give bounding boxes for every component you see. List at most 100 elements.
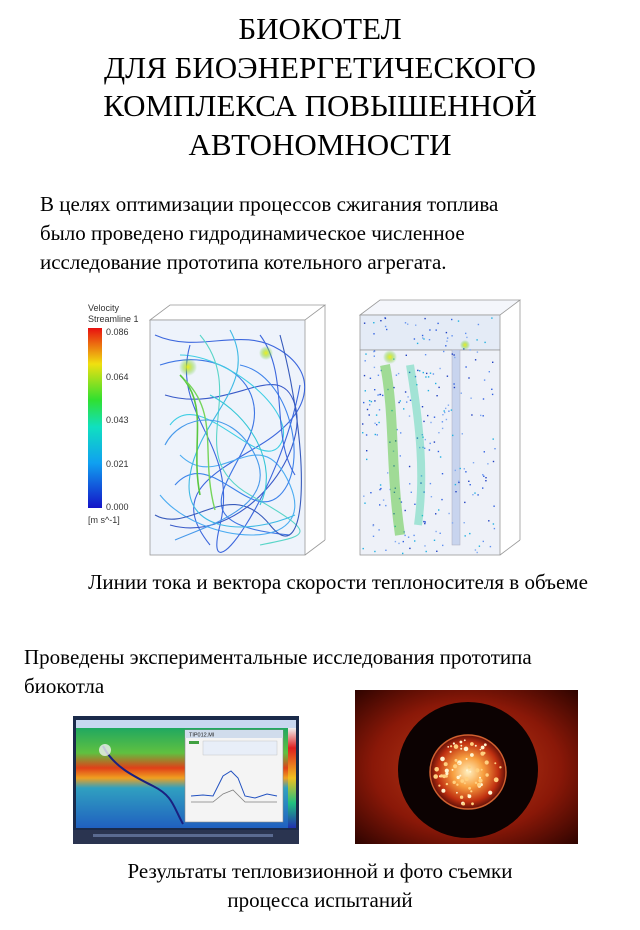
ember xyxy=(440,756,445,762)
vector-mark xyxy=(493,505,495,507)
vector-mark xyxy=(472,494,474,496)
vector-mark xyxy=(424,522,426,525)
vector-mark xyxy=(461,433,463,435)
ember xyxy=(466,769,469,772)
vector-mark xyxy=(365,434,368,436)
intro-paragraph: В целях оптимизации процессов сжигания т… xyxy=(40,190,610,277)
vector-mark xyxy=(379,393,382,396)
vector-mark xyxy=(374,433,376,436)
vector-mark xyxy=(363,322,366,324)
ember xyxy=(459,795,464,799)
vector-mark xyxy=(389,441,391,443)
vector-mark xyxy=(372,524,374,527)
vector-mark xyxy=(398,401,400,404)
ember xyxy=(445,782,449,786)
vector-mark xyxy=(428,449,431,451)
vector-mark xyxy=(415,324,417,326)
velocity-legend: Velocity Streamline 1 0.086 0.064 0.043 … xyxy=(88,303,139,525)
vector-mark xyxy=(472,462,475,464)
vector-mark xyxy=(424,447,426,449)
vector-mark xyxy=(402,540,404,543)
vector-mark xyxy=(395,440,397,442)
ember xyxy=(478,778,483,783)
vector-mark xyxy=(438,386,440,389)
intro-line: В целях оптимизации процессов сжигания т… xyxy=(40,192,499,216)
experiment-caption-line: Результаты тепловизионной и фото съемки xyxy=(127,859,513,883)
vector-mark xyxy=(416,342,419,345)
ember xyxy=(477,782,481,787)
vector-mark xyxy=(442,544,444,547)
legend-color-bar xyxy=(88,328,102,508)
ember xyxy=(443,762,448,767)
vector-mark xyxy=(446,340,448,342)
vector-mark xyxy=(469,484,471,486)
vector-mark xyxy=(375,414,378,416)
vector-mark xyxy=(437,322,439,325)
vector-mark xyxy=(399,400,401,402)
vector-mark xyxy=(429,372,432,374)
vector-mark xyxy=(465,332,467,335)
vector-mark xyxy=(421,514,424,517)
vector-mark xyxy=(435,513,437,515)
vector-mark xyxy=(439,367,441,370)
vector-mark xyxy=(362,432,364,434)
title-line: ДЛЯ БИОЭНЕРГЕТИЧЕСКОГО xyxy=(104,49,536,85)
vector-mark xyxy=(362,547,364,550)
vector-mark xyxy=(425,550,427,553)
vector-mark xyxy=(413,534,415,537)
vector-mark xyxy=(395,374,398,376)
ember xyxy=(450,745,453,748)
vector-mark xyxy=(494,448,496,450)
vector-mark xyxy=(476,339,478,341)
vector-mark xyxy=(492,523,495,525)
furnace-photo xyxy=(355,690,578,844)
vector-mark xyxy=(423,420,425,423)
vector-mark xyxy=(380,320,382,322)
legend-value: 0.043 xyxy=(106,415,129,425)
vector-mark xyxy=(404,534,406,537)
vector-mark xyxy=(458,480,460,483)
vector-mark xyxy=(366,408,369,411)
vector-mark xyxy=(384,325,387,328)
vector-mark xyxy=(491,317,493,319)
vector-mark xyxy=(452,434,454,437)
vector-mark xyxy=(489,545,492,548)
vector-mark xyxy=(445,418,448,421)
vector-mark xyxy=(377,374,380,376)
vector-mark xyxy=(482,415,484,417)
vector-mark xyxy=(378,421,380,424)
vector-mark xyxy=(436,395,438,397)
ember xyxy=(470,790,473,793)
vector-mark xyxy=(373,355,375,357)
streamline-boiler-image xyxy=(148,304,327,556)
ember xyxy=(459,740,463,744)
ember xyxy=(444,768,449,773)
vector-mark xyxy=(436,550,438,552)
vector-mark xyxy=(363,495,365,497)
ember xyxy=(454,758,458,762)
vector-mark xyxy=(437,450,440,453)
ember xyxy=(459,774,462,777)
vector-mark xyxy=(378,529,380,531)
vector-mark xyxy=(385,549,387,551)
intro-line: было проведено гидродинамическое численн… xyxy=(40,221,465,245)
ember xyxy=(499,766,502,769)
vector-mark xyxy=(435,329,437,331)
ember xyxy=(474,744,477,747)
vector-mark xyxy=(442,414,444,416)
vector-mark xyxy=(407,536,410,538)
vector-mark xyxy=(433,539,436,541)
vector-mark xyxy=(427,389,430,392)
thermal-imaging-screenshot: TIP012.MI xyxy=(73,716,299,844)
vector-mark xyxy=(439,532,441,534)
vector-mark xyxy=(393,513,395,515)
vector-mark xyxy=(378,409,381,411)
vector-mark xyxy=(368,400,371,402)
vector-mark xyxy=(384,317,387,320)
vector-mark xyxy=(435,530,437,533)
vector-mark xyxy=(493,527,496,530)
vector-mark xyxy=(453,386,456,389)
vector-mark xyxy=(446,337,449,339)
vector-mark xyxy=(453,383,455,385)
vector-mark xyxy=(405,354,407,356)
